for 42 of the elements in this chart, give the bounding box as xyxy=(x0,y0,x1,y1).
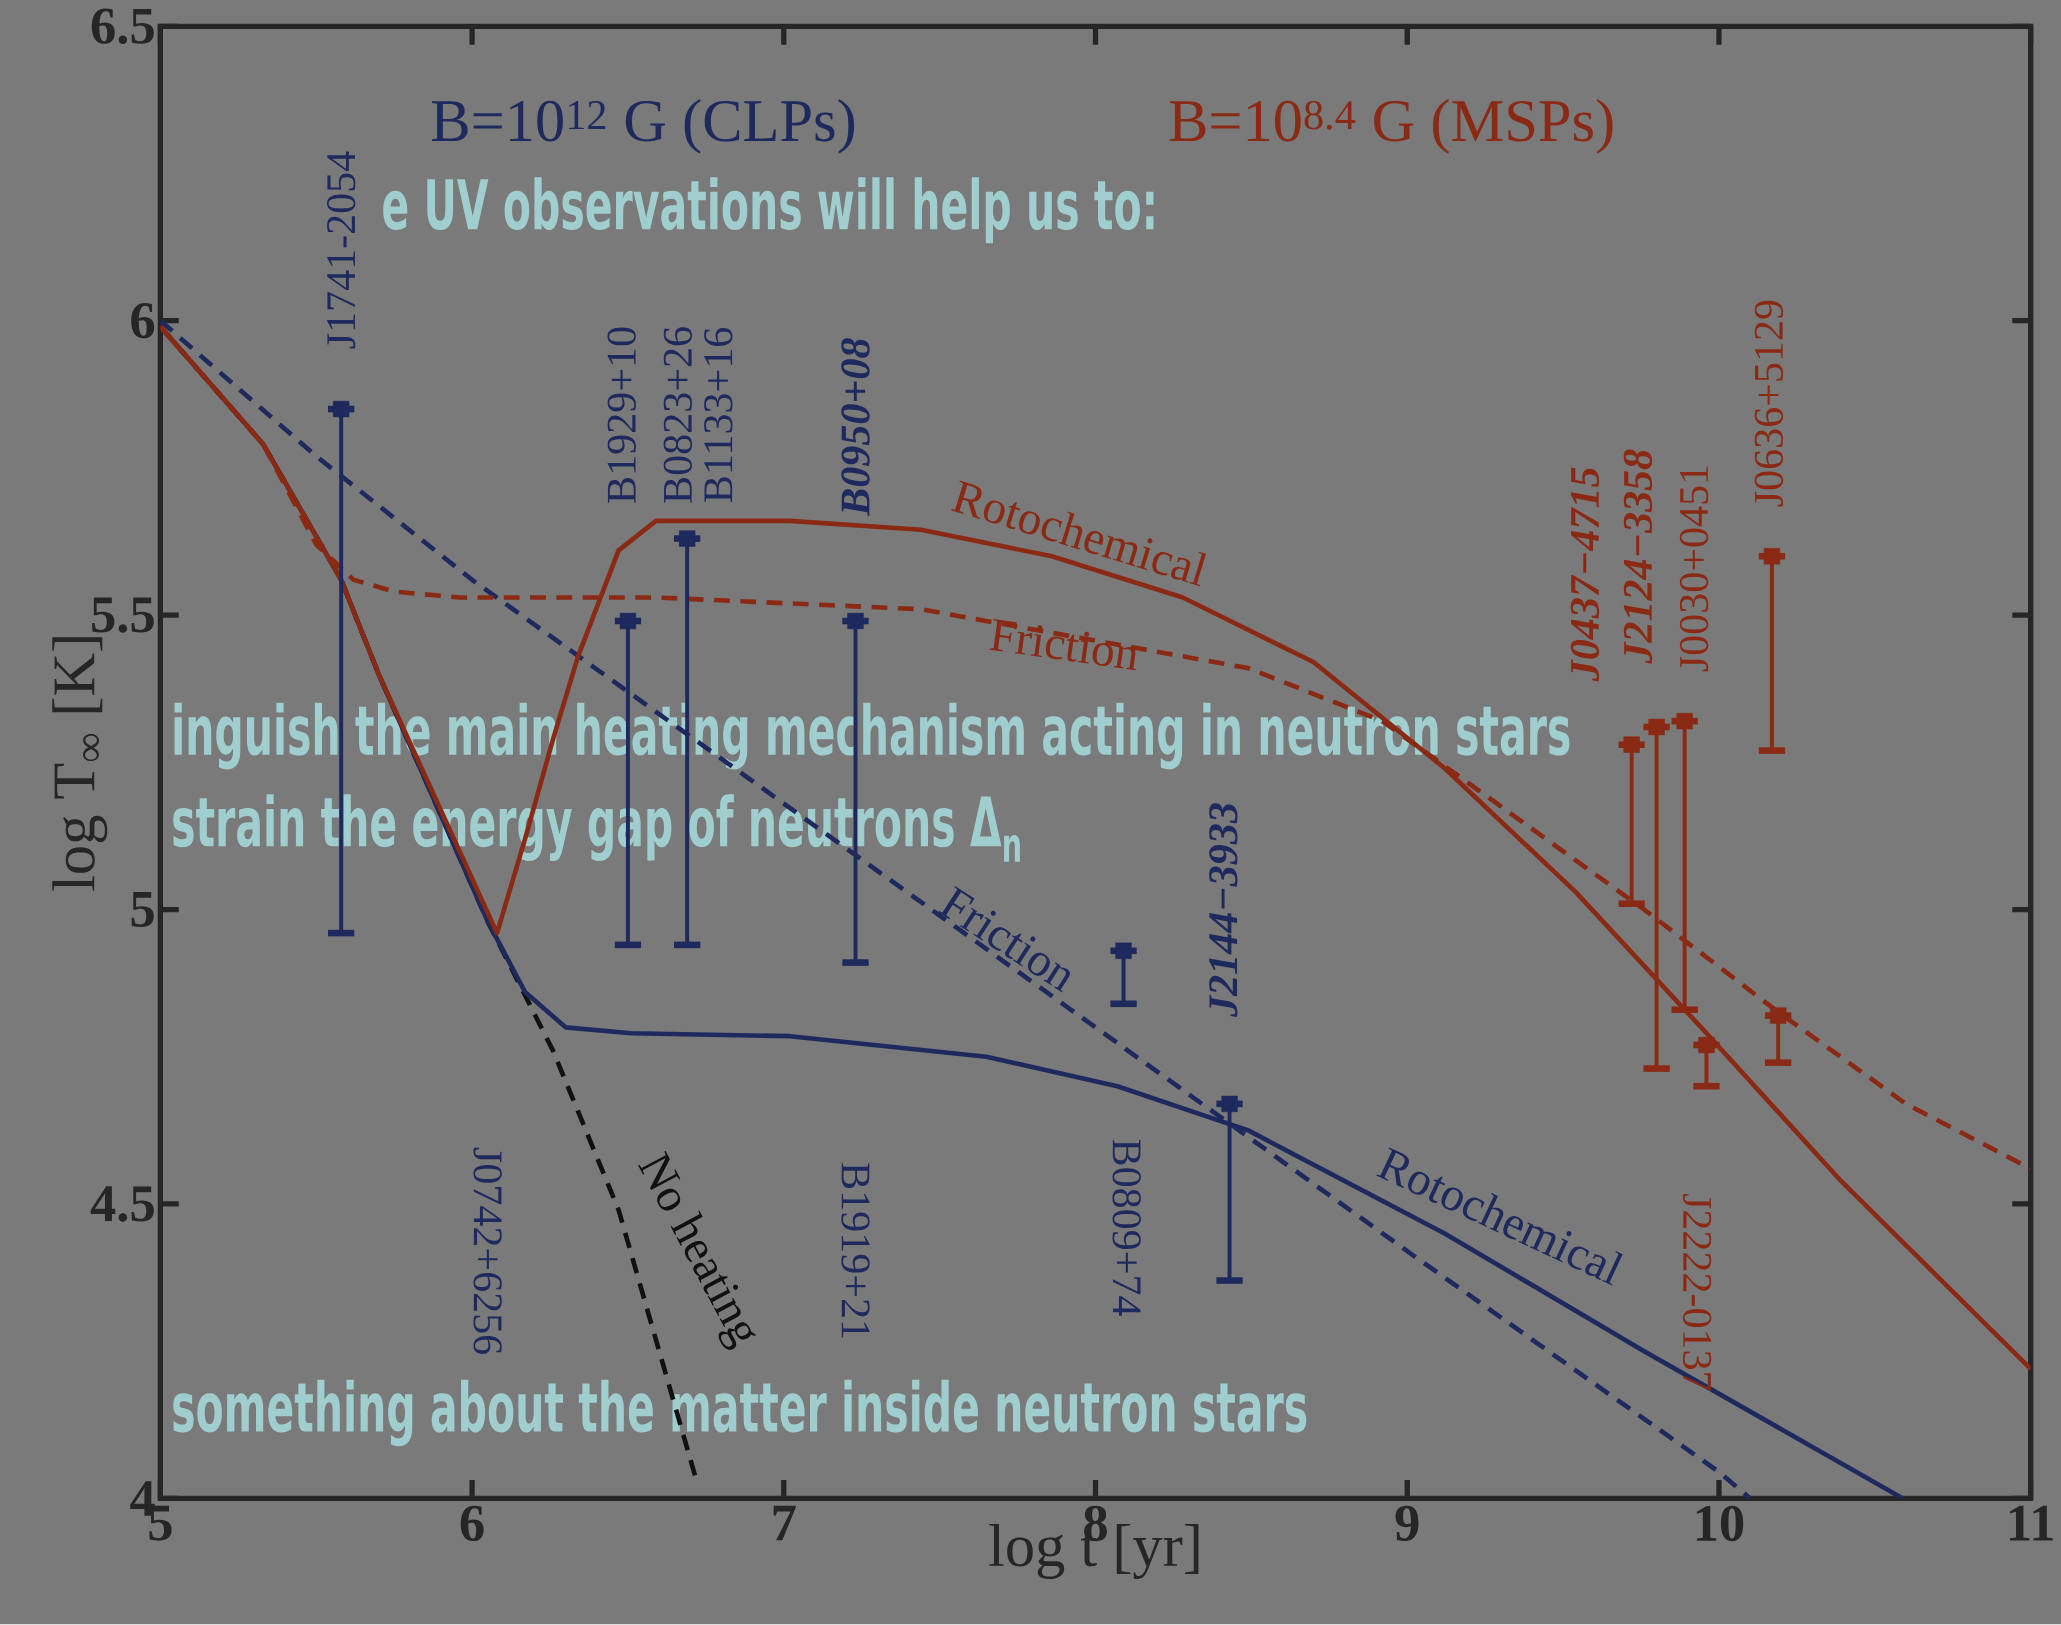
y-tick-label: 5.5 xyxy=(92,597,154,633)
annotation: B0950+08 xyxy=(841,338,870,517)
annotation: Friction xyxy=(989,619,1136,671)
x-tick-label: 9 xyxy=(1395,1505,1419,1542)
annotation: B=10$^{8.4}$ G (MSPs) xyxy=(1169,99,1613,154)
annotation: B1919+21 xyxy=(841,1163,870,1338)
point xyxy=(333,401,350,418)
annotation: e UV observations will help us to: xyxy=(383,177,1154,244)
y-axis-title: log T$_{∞}$ [K] xyxy=(52,637,108,891)
point xyxy=(1115,942,1132,960)
point xyxy=(1676,713,1693,730)
annotation: J0030+0451 xyxy=(1679,466,1709,672)
annotation: J2222-0137 xyxy=(1682,1194,1712,1391)
annotation: B0823+26 xyxy=(663,327,693,503)
point xyxy=(1648,719,1665,736)
y-tick-label: 5 xyxy=(131,892,154,928)
annotation: B=10$^{12}$ G (CLPs) xyxy=(432,99,855,154)
annotation: J0742+6256 xyxy=(473,1148,502,1355)
annotation: B1133+16 xyxy=(704,328,733,503)
point xyxy=(1623,736,1640,754)
annotation: J0437−4715 xyxy=(1570,467,1600,682)
point xyxy=(679,530,696,547)
annotation: something about the matter inside neutron stars xyxy=(173,1379,1307,1447)
point xyxy=(619,613,637,630)
point xyxy=(1763,548,1781,565)
annotation: B1929+10 xyxy=(607,327,636,503)
point xyxy=(1698,1037,1715,1054)
y-tick-label: 4.5 xyxy=(90,1186,154,1222)
y-tick-label: 6 xyxy=(131,303,155,339)
annotation: B0809+74 xyxy=(1112,1139,1141,1317)
point xyxy=(1221,1095,1238,1113)
x-tick-label: 6 xyxy=(460,1505,484,1542)
x-tick-label: 7 xyxy=(773,1505,796,1541)
annotation: J2144−3933 xyxy=(1209,803,1238,1018)
y-tick-label: 6.5 xyxy=(91,8,154,45)
annotation: J0636+5129 xyxy=(1754,300,1784,507)
x-tick-label: 10 xyxy=(1696,1505,1744,1542)
annotation: J1741-2054 xyxy=(326,151,356,349)
point xyxy=(847,613,864,630)
point xyxy=(1770,1007,1787,1024)
x-tick-label: 11 xyxy=(2010,1505,2053,1541)
annotation: J2124−3358 xyxy=(1623,449,1653,664)
